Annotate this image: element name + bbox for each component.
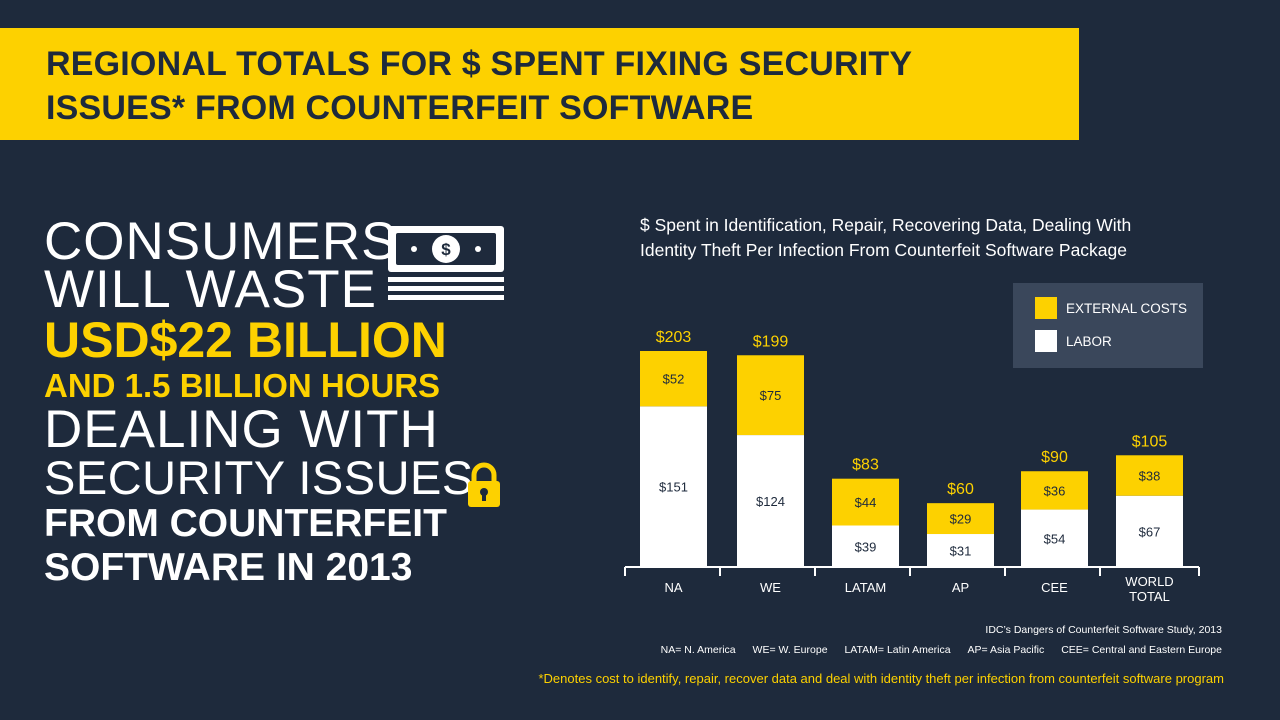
svg-text:$: $ xyxy=(441,240,451,259)
label-labor-0: $151 xyxy=(659,480,688,495)
label-total-1: $199 xyxy=(753,333,789,350)
legend-label-labor: LABOR xyxy=(1066,333,1112,349)
abbrev-na: NA= N. America xyxy=(660,644,736,656)
bar-labor-0 xyxy=(640,406,707,567)
bar-labor-4 xyxy=(1021,509,1088,567)
chart-title: $ Spent in Identification, Repair, Recov… xyxy=(640,213,1260,263)
abbreviations: NA= N. America WE= W. Europe LATAM= Lati… xyxy=(647,644,1222,656)
denotes-footnote: *Denotes cost to identify, repair, recov… xyxy=(538,671,1224,686)
banner-title-line-1: REGIONAL TOTALS FOR $ SPENT FIXING SECUR… xyxy=(46,45,913,83)
abbrev-cee: CEE= Central and Eastern Europe xyxy=(1061,644,1222,656)
headline-line-7: FROM COUNTERFEIT xyxy=(44,502,447,545)
lock-icon xyxy=(468,462,500,507)
headline-line-8: SOFTWARE IN 2013 xyxy=(44,546,413,589)
bar-external-0 xyxy=(640,351,707,407)
abbrev-we: WE= W. Europe xyxy=(752,644,828,656)
tick-label-2-0: LATAM xyxy=(845,580,886,595)
label-total-3: $60 xyxy=(947,481,974,498)
bar-labor-2 xyxy=(832,525,899,567)
headline-line-3: USD$22 BILLION xyxy=(44,312,447,368)
label-external-4: $36 xyxy=(1044,483,1066,498)
bar-external-4 xyxy=(1021,471,1088,510)
tick-label-4-0: CEE xyxy=(1041,580,1068,595)
bar-labor-3 xyxy=(927,534,994,567)
tick-label-3-0: AP xyxy=(952,580,969,595)
abbrev-ap: AP= Asia Pacific xyxy=(967,644,1045,656)
money-stack-icon: $ xyxy=(388,226,504,300)
tick-label-5-1: TOTAL xyxy=(1129,589,1170,604)
abbrev-latam: LATAM= Latin America xyxy=(844,644,951,656)
legend-item-labor: LABOR xyxy=(1035,330,1112,352)
label-total-5: $105 xyxy=(1132,433,1168,450)
banner-title-line-2: ISSUES* FROM COUNTERFEIT SOFTWARE xyxy=(46,89,754,127)
headline-line-1: CONSUMERS xyxy=(44,212,398,271)
headline-block: CONSUMERS WILL WASTE USD$22 BILLION AND … xyxy=(44,212,524,590)
headline-line-5: DEALING WITH xyxy=(44,400,439,459)
label-labor-4: $54 xyxy=(1044,531,1066,546)
tick-label-1-0: WE xyxy=(760,580,781,595)
legend-label-external: EXTERNAL COSTS xyxy=(1066,300,1188,316)
chart-title-line-1: $ Spent in Identification, Repair, Recov… xyxy=(640,215,1132,235)
source-note: IDC’s Dangers of Counterfeit Software St… xyxy=(985,624,1222,636)
label-external-3: $29 xyxy=(950,512,972,527)
title-banner: REGIONAL TOTALS FOR $ SPENT FIXING SECUR… xyxy=(0,28,1079,140)
label-external-1: $75 xyxy=(760,388,782,403)
legend-swatch-external xyxy=(1035,297,1057,319)
bar-labor-1 xyxy=(737,435,804,567)
label-labor-1: $124 xyxy=(756,494,785,509)
label-external-0: $52 xyxy=(663,372,685,387)
label-labor-2: $39 xyxy=(855,539,877,554)
headline-line-2: WILL WASTE xyxy=(44,260,377,319)
headline-line-6: SECURITY ISSUES xyxy=(44,451,474,504)
label-labor-5: $67 xyxy=(1139,524,1161,539)
chart-title-line-2: Identity Theft Per Infection From Counte… xyxy=(640,240,1128,260)
label-total-0: $203 xyxy=(656,329,692,346)
tick-label-0-0: NA xyxy=(664,580,682,595)
bar-external-1 xyxy=(737,355,804,436)
bar-external-5 xyxy=(1116,455,1183,496)
headline-line-4: AND 1.5 BILLION HOURS xyxy=(44,367,441,404)
legend-item-external: EXTERNAL COSTS xyxy=(1035,297,1187,319)
bar-external-3 xyxy=(927,503,994,535)
legend-swatch-labor xyxy=(1035,330,1057,352)
label-external-5: $38 xyxy=(1139,468,1161,483)
label-labor-3: $31 xyxy=(950,544,972,559)
label-total-4: $90 xyxy=(1041,449,1068,466)
tick-label-5-0: WORLD xyxy=(1125,574,1173,589)
chart-legend: EXTERNAL COSTS LABOR xyxy=(1013,283,1203,368)
label-total-2: $83 xyxy=(852,457,879,474)
bar-labor-5 xyxy=(1116,495,1183,567)
label-external-2: $44 xyxy=(855,495,877,510)
bar-external-2 xyxy=(832,478,899,526)
